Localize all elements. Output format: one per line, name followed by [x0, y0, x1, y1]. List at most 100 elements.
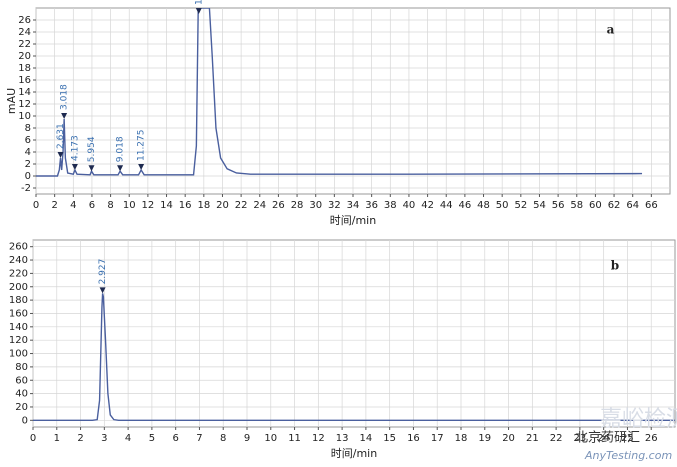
y-tick-label: 14 — [18, 87, 31, 98]
x-tick-label: 46 — [459, 200, 472, 211]
x-tick-label: 8 — [107, 200, 113, 211]
x-tick-label: 24 — [597, 433, 610, 444]
peak-label: 2.927 — [98, 259, 108, 285]
y-tick-label: 16 — [18, 75, 31, 86]
peak-label: 9.018 — [116, 136, 126, 162]
x-tick-label: 2 — [51, 200, 57, 211]
x-axis-label: 时间/min — [330, 214, 376, 227]
x-tick-label: 14 — [160, 200, 173, 211]
y-tick-label: 8 — [25, 123, 31, 134]
y-tick-label: 140 — [9, 322, 28, 333]
peak-label: 4.173 — [70, 135, 80, 161]
x-tick-label: 16 — [407, 433, 420, 444]
y-tick-label: 40 — [15, 389, 28, 400]
x-tick-label: 20 — [502, 433, 515, 444]
x-tick-label: 0 — [33, 200, 39, 211]
x-tick-label: 62 — [608, 200, 621, 211]
chromatogram-line — [36, 8, 643, 177]
x-tick-label: 56 — [552, 200, 565, 211]
x-tick-label: 66 — [645, 200, 658, 211]
peak-marker — [117, 165, 124, 172]
x-tick-label: 22 — [235, 200, 248, 211]
x-tick-label: 12 — [312, 433, 325, 444]
y-tick-label: 12 — [18, 99, 31, 110]
y-tick-label: 20 — [18, 51, 31, 62]
peak-marker — [61, 113, 68, 119]
y-tick-label: 0 — [25, 171, 31, 182]
x-tick-label: 17 — [431, 433, 444, 444]
x-tick-label: 24 — [253, 200, 266, 211]
peak-label: 2.631 — [56, 123, 66, 149]
x-tick-label: 28 — [291, 200, 304, 211]
y-tick-label: 260 — [9, 242, 28, 253]
x-tick-label: 64 — [626, 200, 639, 211]
x-tick-label: 58 — [570, 200, 583, 211]
x-tick-label: 4 — [125, 433, 131, 444]
y-tick-label: 80 — [15, 362, 28, 373]
y-tick-label: 20 — [15, 402, 28, 413]
x-tick-label: 10 — [123, 200, 136, 211]
x-tick-label: 14 — [360, 433, 373, 444]
x-tick-label: 11 — [288, 433, 301, 444]
x-tick-label: 21 — [526, 433, 539, 444]
peak-marker — [195, 8, 202, 14]
panel: 0 1 2 3 4 5 6 7 8 9 10 11 12 13 14 15 16 17 18 19 20 21 22 23 24… — [9, 239, 676, 460]
x-tick-label: 54 — [533, 200, 546, 211]
x-tick-label: 6 — [172, 433, 178, 444]
x-tick-label: 25 — [621, 433, 634, 444]
x-tick-label: 8 — [220, 433, 226, 444]
x-tick-label: 16 — [179, 200, 192, 211]
x-tick-label: 6 — [89, 200, 95, 211]
x-tick-label: 50 — [496, 200, 509, 211]
x-tick-label: 26 — [272, 200, 285, 211]
panel: 0 2 4 6 8 10 12 14 16 18 20 22 24 26 28 30 32 34 36 38 40 42 4… — [5, 0, 671, 227]
x-tick-label: 3 — [101, 433, 107, 444]
y-tick-label: 6 — [25, 135, 31, 146]
x-tick-label: 40 — [403, 200, 416, 211]
x-tick-label: 23 — [574, 433, 587, 444]
x-tick-label: 13 — [336, 433, 349, 444]
peak-label: 17.459 — [194, 0, 204, 5]
x-tick-label: 36 — [365, 200, 378, 211]
x-tick-label: 1 — [54, 433, 60, 444]
x-tick-label: 7 — [196, 433, 202, 444]
watermark: 北京药研汇 — [575, 431, 640, 446]
plot-area — [32, 239, 676, 428]
y-tick-label: 18 — [18, 63, 31, 74]
peak-marker — [99, 287, 106, 294]
y-tick-label: 4 — [25, 147, 31, 158]
peak-label: 11.275 — [137, 130, 147, 162]
x-tick-label: 52 — [514, 200, 527, 211]
x-tick-label: 0 — [30, 433, 36, 444]
y-tick-label: 2 — [25, 159, 31, 170]
x-tick-label: 18 — [197, 200, 210, 211]
peak-label: 5.954 — [87, 136, 97, 162]
y-tick-label: 24 — [18, 27, 31, 38]
x-tick-label: 5 — [149, 433, 155, 444]
y-tick-label: 10 — [18, 111, 31, 122]
watermark: AnyTesting.com — [584, 449, 672, 462]
watermark: 嘉峪检测网 — [600, 407, 677, 432]
y-tick-label: 240 — [9, 255, 28, 266]
peak-marker — [57, 152, 64, 158]
x-tick-label: 15 — [383, 433, 396, 444]
x-tick-label: 9 — [244, 433, 250, 444]
x-tick-label: 42 — [421, 200, 434, 211]
x-tick-label: 38 — [384, 200, 397, 211]
x-tick-label: 10 — [264, 433, 277, 444]
y-axis-label: mAU — [5, 88, 18, 114]
peak-marker — [71, 164, 78, 170]
peak-marker — [88, 165, 95, 172]
y-tick-label: 160 — [9, 308, 28, 319]
x-axis-label: 时间/min — [331, 447, 377, 460]
y-tick-label: 26 — [18, 15, 31, 26]
y-tick-label: 200 — [9, 282, 28, 293]
x-tick-label: 12 — [142, 200, 155, 211]
y-tick-label: 0 — [22, 415, 28, 426]
y-tick-label: 60 — [15, 375, 28, 386]
x-tick-label: 30 — [309, 200, 322, 211]
x-tick-label: 22 — [550, 433, 563, 444]
peak-marker — [138, 164, 145, 170]
y-tick-label: 22 — [18, 39, 31, 50]
